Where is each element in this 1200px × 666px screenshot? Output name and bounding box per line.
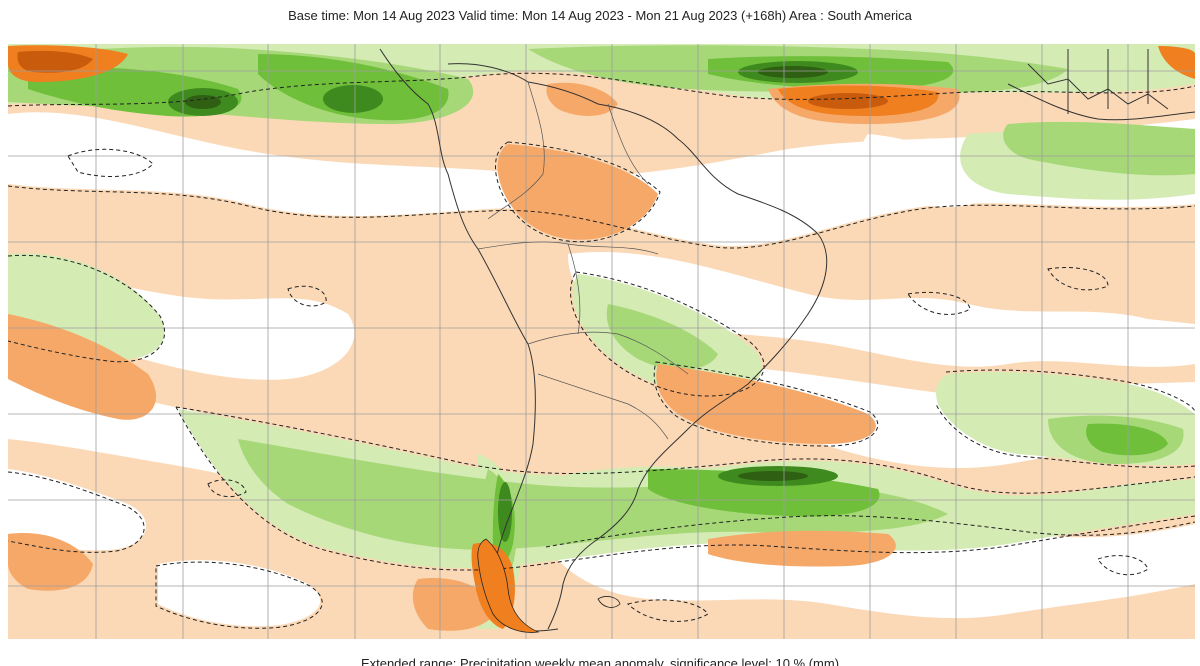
- precipitation-anomaly-map: [8, 44, 1195, 639]
- map-caption: Extended range: Precipitation weekly mea…: [360, 656, 840, 666]
- wet-extreme-areas: [185, 66, 828, 481]
- significance-contours: [8, 72, 1195, 629]
- patagonia-coast: [477, 538, 540, 633]
- map-title: Base time: Mon 14 Aug 2023 Valid time: M…: [288, 8, 912, 23]
- map-svg: [8, 44, 1195, 639]
- dry-medium-areas: [8, 82, 960, 631]
- dry-very-strong-areas: [17, 50, 888, 109]
- falkland-islands: [597, 596, 621, 608]
- country-borders: [477, 81, 689, 440]
